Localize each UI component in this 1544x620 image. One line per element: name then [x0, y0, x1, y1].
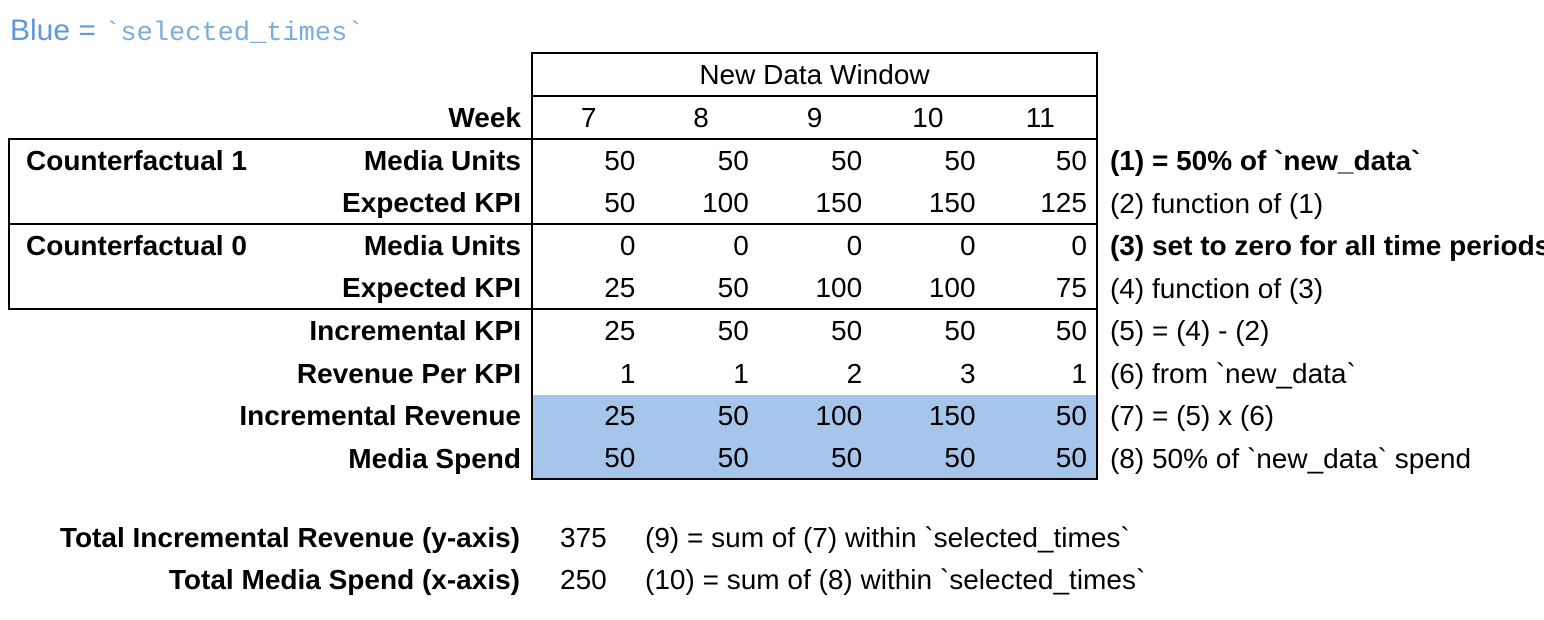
data-cell: 50: [531, 140, 644, 183]
data-cell: 1: [985, 352, 1098, 395]
row-annotation: (6) from `new_data`: [1109, 357, 1356, 389]
data-cell: 25: [531, 267, 645, 310]
data-cell: 50: [644, 268, 758, 310]
total-value: 375: [560, 522, 607, 553]
data-cell: 0: [733, 230, 749, 262]
data-cell: 0: [531, 225, 644, 268]
data-cell: 0: [959, 230, 976, 262]
row-annotation: (1) = 50% of `new_data`: [1109, 145, 1421, 177]
row-label: Incremental KPI: [309, 315, 521, 347]
spacer-cell: [1098, 97, 1544, 140]
data-cell: 100: [871, 268, 985, 310]
data-cell: 50: [985, 310, 1098, 353]
row-annotation: (2) function of (1): [1109, 187, 1324, 219]
row-label-cell: Expected KPI: [8, 267, 531, 310]
data-cell-highlighted: 25: [531, 395, 645, 438]
data-cell-highlighted: 50: [644, 395, 758, 438]
data-cell: 0: [985, 225, 1098, 268]
row-label: Expected KPI: [342, 186, 521, 218]
data-cell-highlighted: 50: [871, 437, 985, 480]
row-annotation: (8) 50% of `new_data` spend: [1109, 442, 1472, 474]
total-annotation: (10) = sum of (8) within `selected_times…: [645, 564, 1146, 595]
row-label-cell: Incremental Revenue: [8, 395, 531, 438]
row-label-cell: Expected KPI: [8, 182, 531, 225]
data-cell: 75: [984, 267, 1098, 310]
data-cell: 100: [757, 268, 872, 310]
row-label: Media Spend: [348, 442, 521, 474]
row-label: Incremental Revenue: [239, 400, 521, 432]
data-cell: 150: [871, 183, 985, 225]
week-header: 7: [531, 97, 645, 140]
group-label: Counterfactual 0: [26, 230, 247, 262]
row-label-cell: Revenue Per KPI: [8, 353, 531, 396]
data-cell-highlighted: 50: [644, 437, 758, 480]
row-annotation: (7) = (5) x (6): [1109, 400, 1275, 432]
data-cell: 50: [944, 315, 976, 347]
week-header: 9: [757, 97, 872, 140]
data-cell: 50: [717, 145, 749, 177]
week-label-cell: Week: [8, 97, 531, 140]
data-cell: 50: [531, 182, 645, 225]
data-cell: 3: [959, 357, 976, 389]
row-annotation: (5) = (4) - (2): [1109, 315, 1270, 347]
data-cell: 50: [944, 145, 976, 177]
spacer-cell: [1098, 52, 1544, 97]
data-cell-highlighted: 150: [871, 395, 985, 438]
totals-section: Total Incremental Revenue (y-axis) 375 (…: [8, 517, 1145, 601]
data-cell: 0: [846, 230, 863, 262]
data-cell: 2: [846, 357, 863, 389]
data-table: New Data Window Week 7 8 9 10 11 Counter…: [8, 52, 1544, 480]
spacer-cell: [8, 52, 531, 97]
week-label: Week: [448, 101, 521, 133]
data-cell: 50: [831, 145, 863, 177]
total-value: 250: [560, 564, 607, 595]
row-label: Revenue Per KPI: [296, 357, 521, 389]
total-label: Total Incremental Revenue (y-axis): [59, 522, 520, 553]
row-label: Expected KPI: [342, 271, 521, 303]
legend-caption-code: `selected_times`: [104, 19, 364, 49]
row-label-cell: Counterfactual 0 Media Units: [8, 225, 531, 268]
data-cell: 50: [985, 140, 1098, 183]
legend-caption: Blue = `selected_times`: [10, 14, 363, 49]
data-cell: 25: [531, 310, 644, 353]
row-label-cell: Media Spend: [8, 438, 531, 481]
row-annotation: (3) set to zero for all time periods: [1109, 230, 1544, 262]
data-cell: 1: [531, 352, 644, 395]
week-header: 11: [984, 97, 1098, 140]
total-label: Total Media Spend (x-axis): [168, 564, 520, 595]
data-cell-highlighted: 50: [984, 437, 1098, 480]
group-label: Counterfactual 1: [26, 145, 247, 177]
week-header: 8: [644, 97, 758, 140]
data-cell-highlighted: 50: [531, 437, 645, 480]
data-cell-highlighted: 100: [757, 395, 872, 438]
data-cell: 125: [984, 182, 1098, 225]
row-label: Media Units: [363, 230, 521, 262]
data-cell: 1: [733, 357, 749, 389]
data-cell-highlighted: 50: [757, 437, 872, 480]
data-cell: 50: [717, 315, 749, 347]
row-label-cell: Incremental KPI: [8, 310, 531, 353]
data-cell-highlighted: 50: [984, 395, 1098, 438]
data-cell: 150: [757, 183, 872, 225]
total-annotation: (9) = sum of (7) within `selected_times`: [645, 522, 1130, 553]
week-header: 10: [871, 97, 985, 140]
data-cell: 100: [644, 183, 758, 225]
data-cell: 50: [831, 315, 863, 347]
row-label: Media Units: [363, 145, 521, 177]
row-label-cell: Counterfactual 1 Media Units: [8, 140, 531, 183]
new-data-window-header: New Data Window: [531, 52, 1098, 97]
row-annotation: (4) function of (3): [1109, 272, 1324, 304]
legend-caption-text: Blue =: [10, 14, 105, 47]
